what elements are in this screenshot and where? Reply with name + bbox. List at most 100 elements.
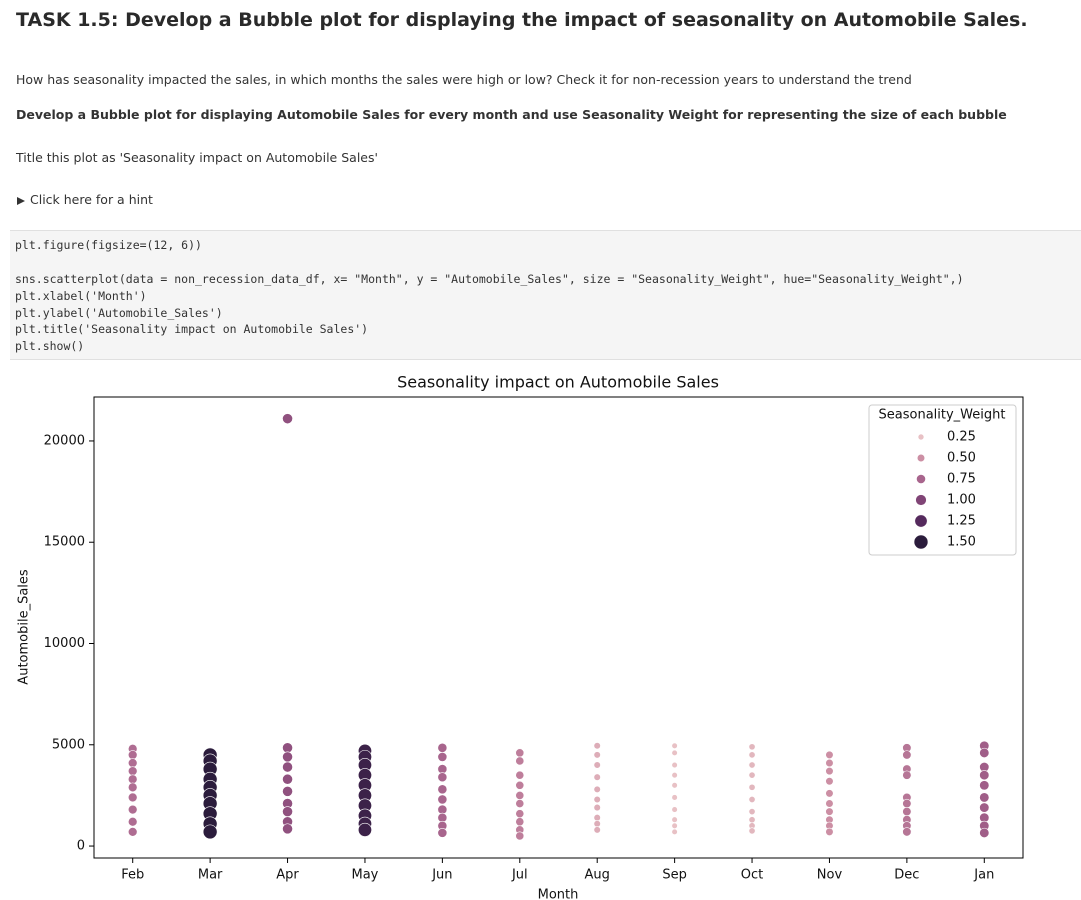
bubble <box>282 773 293 785</box>
bubble <box>282 785 293 797</box>
legend-label: 0.75 <box>947 472 976 487</box>
x-tick-label: Apr <box>276 868 299 883</box>
bubble <box>748 751 756 759</box>
hint-arrow[interactable] <box>16 196 26 206</box>
x-tick-label: Jan <box>973 868 994 883</box>
bubble <box>515 748 525 758</box>
bubble <box>515 790 525 800</box>
x-tick-label: Aug <box>585 868 610 883</box>
chart-title: Seasonality impact on Automobile Sales <box>397 373 719 392</box>
bubble <box>671 742 678 749</box>
bubble <box>515 756 525 766</box>
hint-toggle[interactable]: Click here for a hint <box>30 192 153 207</box>
bubble <box>748 808 756 816</box>
bubble <box>515 809 525 819</box>
bubble <box>515 817 525 827</box>
bubble <box>127 766 138 776</box>
bubble <box>825 799 834 808</box>
bubble <box>202 824 218 840</box>
bubble <box>825 789 834 798</box>
code-line: plt.figure(figsize=(12, 6)) <box>15 238 202 252</box>
legend-marker <box>915 494 927 506</box>
instruction: Develop a Bubble plot for displaying Aut… <box>16 107 1007 122</box>
code-cell[interactable]: plt.figure(figsize=(12, 6)) sns.scatterp… <box>10 230 1081 360</box>
question: How has seasonality impacted the sales, … <box>16 72 912 87</box>
legend-marker <box>917 433 925 441</box>
bubble <box>593 803 601 812</box>
bubble <box>825 767 834 776</box>
x-tick-label: Nov <box>817 868 843 883</box>
bubble <box>825 777 834 786</box>
bubble <box>515 831 525 841</box>
legend-label: 1.50 <box>947 535 976 550</box>
x-axis-label: Month <box>538 888 579 900</box>
bubble <box>671 828 678 836</box>
bubble <box>902 798 912 809</box>
chart: Seasonality impact on Automobile Sales M… <box>17 373 1024 900</box>
legend-label: 0.25 <box>947 430 976 445</box>
bubble <box>282 823 293 835</box>
legend-label: 1.25 <box>947 514 976 529</box>
bubble <box>979 827 990 838</box>
bubble <box>127 792 138 803</box>
bubble <box>671 772 678 779</box>
x-tick-label: Dec <box>894 868 919 883</box>
bubble <box>593 773 601 781</box>
code-line: plt.ylabel('Automobile_Sales') <box>15 305 223 320</box>
y-tick-label: 5000 <box>52 737 85 752</box>
bubble <box>671 806 678 813</box>
x-tick-label: Jun <box>431 868 452 883</box>
code-line: sns.scatterplot(data = non_recession_dat… <box>15 272 964 286</box>
bubble <box>671 782 678 789</box>
bubble <box>825 758 834 768</box>
bubble <box>825 807 834 816</box>
bubble <box>593 742 601 750</box>
bubble <box>593 814 601 822</box>
bubble <box>902 750 912 760</box>
bubble <box>127 750 138 760</box>
heading: TASK 1.5: Develop a Bubble plot for disp… <box>16 9 1028 31</box>
bubble <box>748 816 756 824</box>
legend-box <box>868 404 1017 556</box>
bubble <box>593 826 601 834</box>
bubble <box>902 827 912 837</box>
legend-label: 0.50 <box>947 451 976 466</box>
bubble <box>437 827 448 838</box>
bubble <box>671 794 678 801</box>
x-tick-label: Mar <box>198 868 223 883</box>
bubble <box>437 772 448 783</box>
y-axis-label: Automobile_Sales <box>17 569 32 685</box>
bubble <box>671 749 678 757</box>
bubble <box>979 770 990 781</box>
bubble <box>437 794 448 805</box>
code-line: plt.show() <box>15 339 85 354</box>
bubble <box>902 770 912 780</box>
bubble <box>437 742 448 753</box>
bubble <box>979 780 990 791</box>
bubble <box>127 804 138 815</box>
bubble <box>437 752 448 762</box>
y-tick-label: 10000 <box>44 636 85 651</box>
bubble <box>748 743 756 751</box>
x-tick-label: May <box>352 868 379 883</box>
bubble <box>671 816 678 823</box>
bubble <box>671 761 678 769</box>
bubble <box>127 782 138 793</box>
legend-label: 1.00 <box>947 493 976 508</box>
bubble <box>127 827 138 837</box>
x-tick-label: Oct <box>741 868 763 883</box>
bubble <box>282 751 293 763</box>
bubble <box>671 822 678 829</box>
legend-marker <box>916 474 926 484</box>
y-tick-label: 0 <box>77 839 85 854</box>
bubble <box>593 820 601 828</box>
bubble <box>515 799 525 808</box>
legend-marker <box>914 514 928 528</box>
bubble <box>593 785 601 793</box>
title-note: Title this plot as 'Seasonality impact o… <box>16 150 378 165</box>
bubble <box>127 774 138 784</box>
code-line: plt.xlabel('Month') <box>15 288 147 303</box>
bubble <box>825 827 834 836</box>
bubble <box>127 758 138 768</box>
y-tick-label: 20000 <box>44 433 85 448</box>
